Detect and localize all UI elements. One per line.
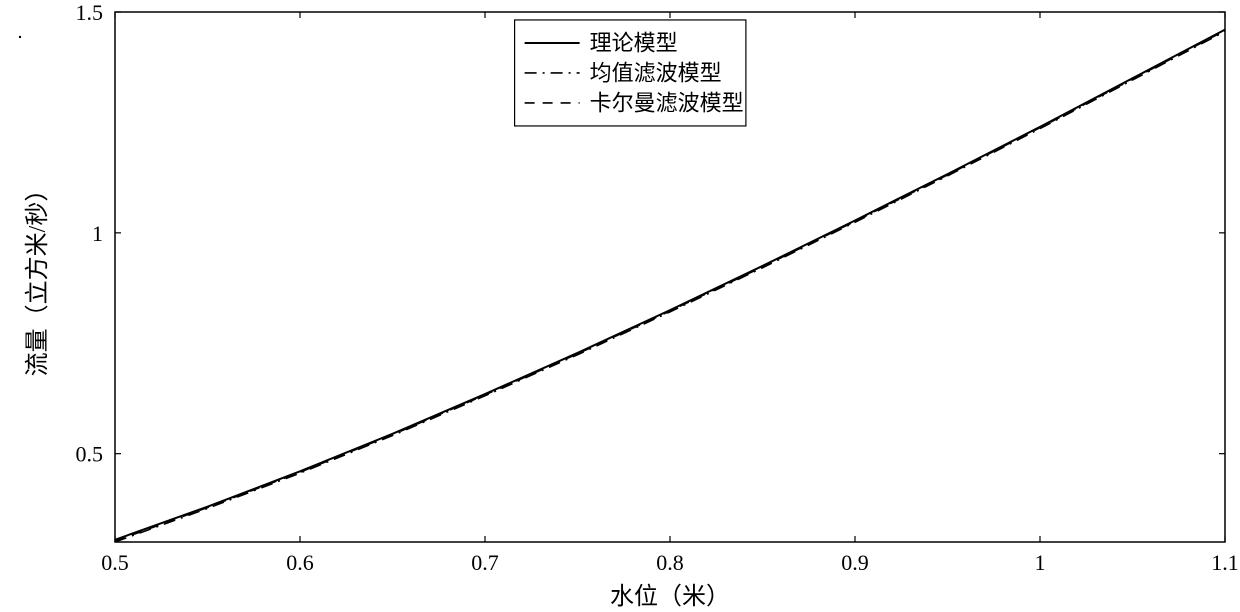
x-tick-label: 0.5 <box>101 550 129 575</box>
legend-label-0: 理论模型 <box>590 31 678 56</box>
legend-label-2: 卡尔曼滤波模型 <box>590 91 744 116</box>
y-tick-label: 1.5 <box>76 0 104 25</box>
x-tick-label: 1 <box>1035 550 1046 575</box>
x-tick-label: 0.8 <box>656 550 684 575</box>
x-tick-label: 0.9 <box>841 550 869 575</box>
x-tick-label: 1.1 <box>1211 550 1239 575</box>
legend-label-1: 均值滤波模型 <box>590 61 722 86</box>
line-chart: 0.5 0.6 0.7 0.8 0.9 1 1.1 0.5 1 1.5 水位（米） 流量（立方米/秒）… <box>0 0 1240 612</box>
y-tick-label: 0.5 <box>76 442 104 467</box>
x-tick-label: 0.7 <box>471 550 499 575</box>
x-tick-label: 0.6 <box>286 550 314 575</box>
y-tick-label: 1 <box>92 221 103 246</box>
chart-container: 0.5 0.6 0.7 0.8 0.9 1 1.1 0.5 1 1.5 水位（米） 流量（立方米/秒）… <box>0 0 1240 612</box>
y-axis-label: 流量（立方米/秒） <box>24 178 51 377</box>
x-axis-label: 水位（米） <box>610 583 730 610</box>
